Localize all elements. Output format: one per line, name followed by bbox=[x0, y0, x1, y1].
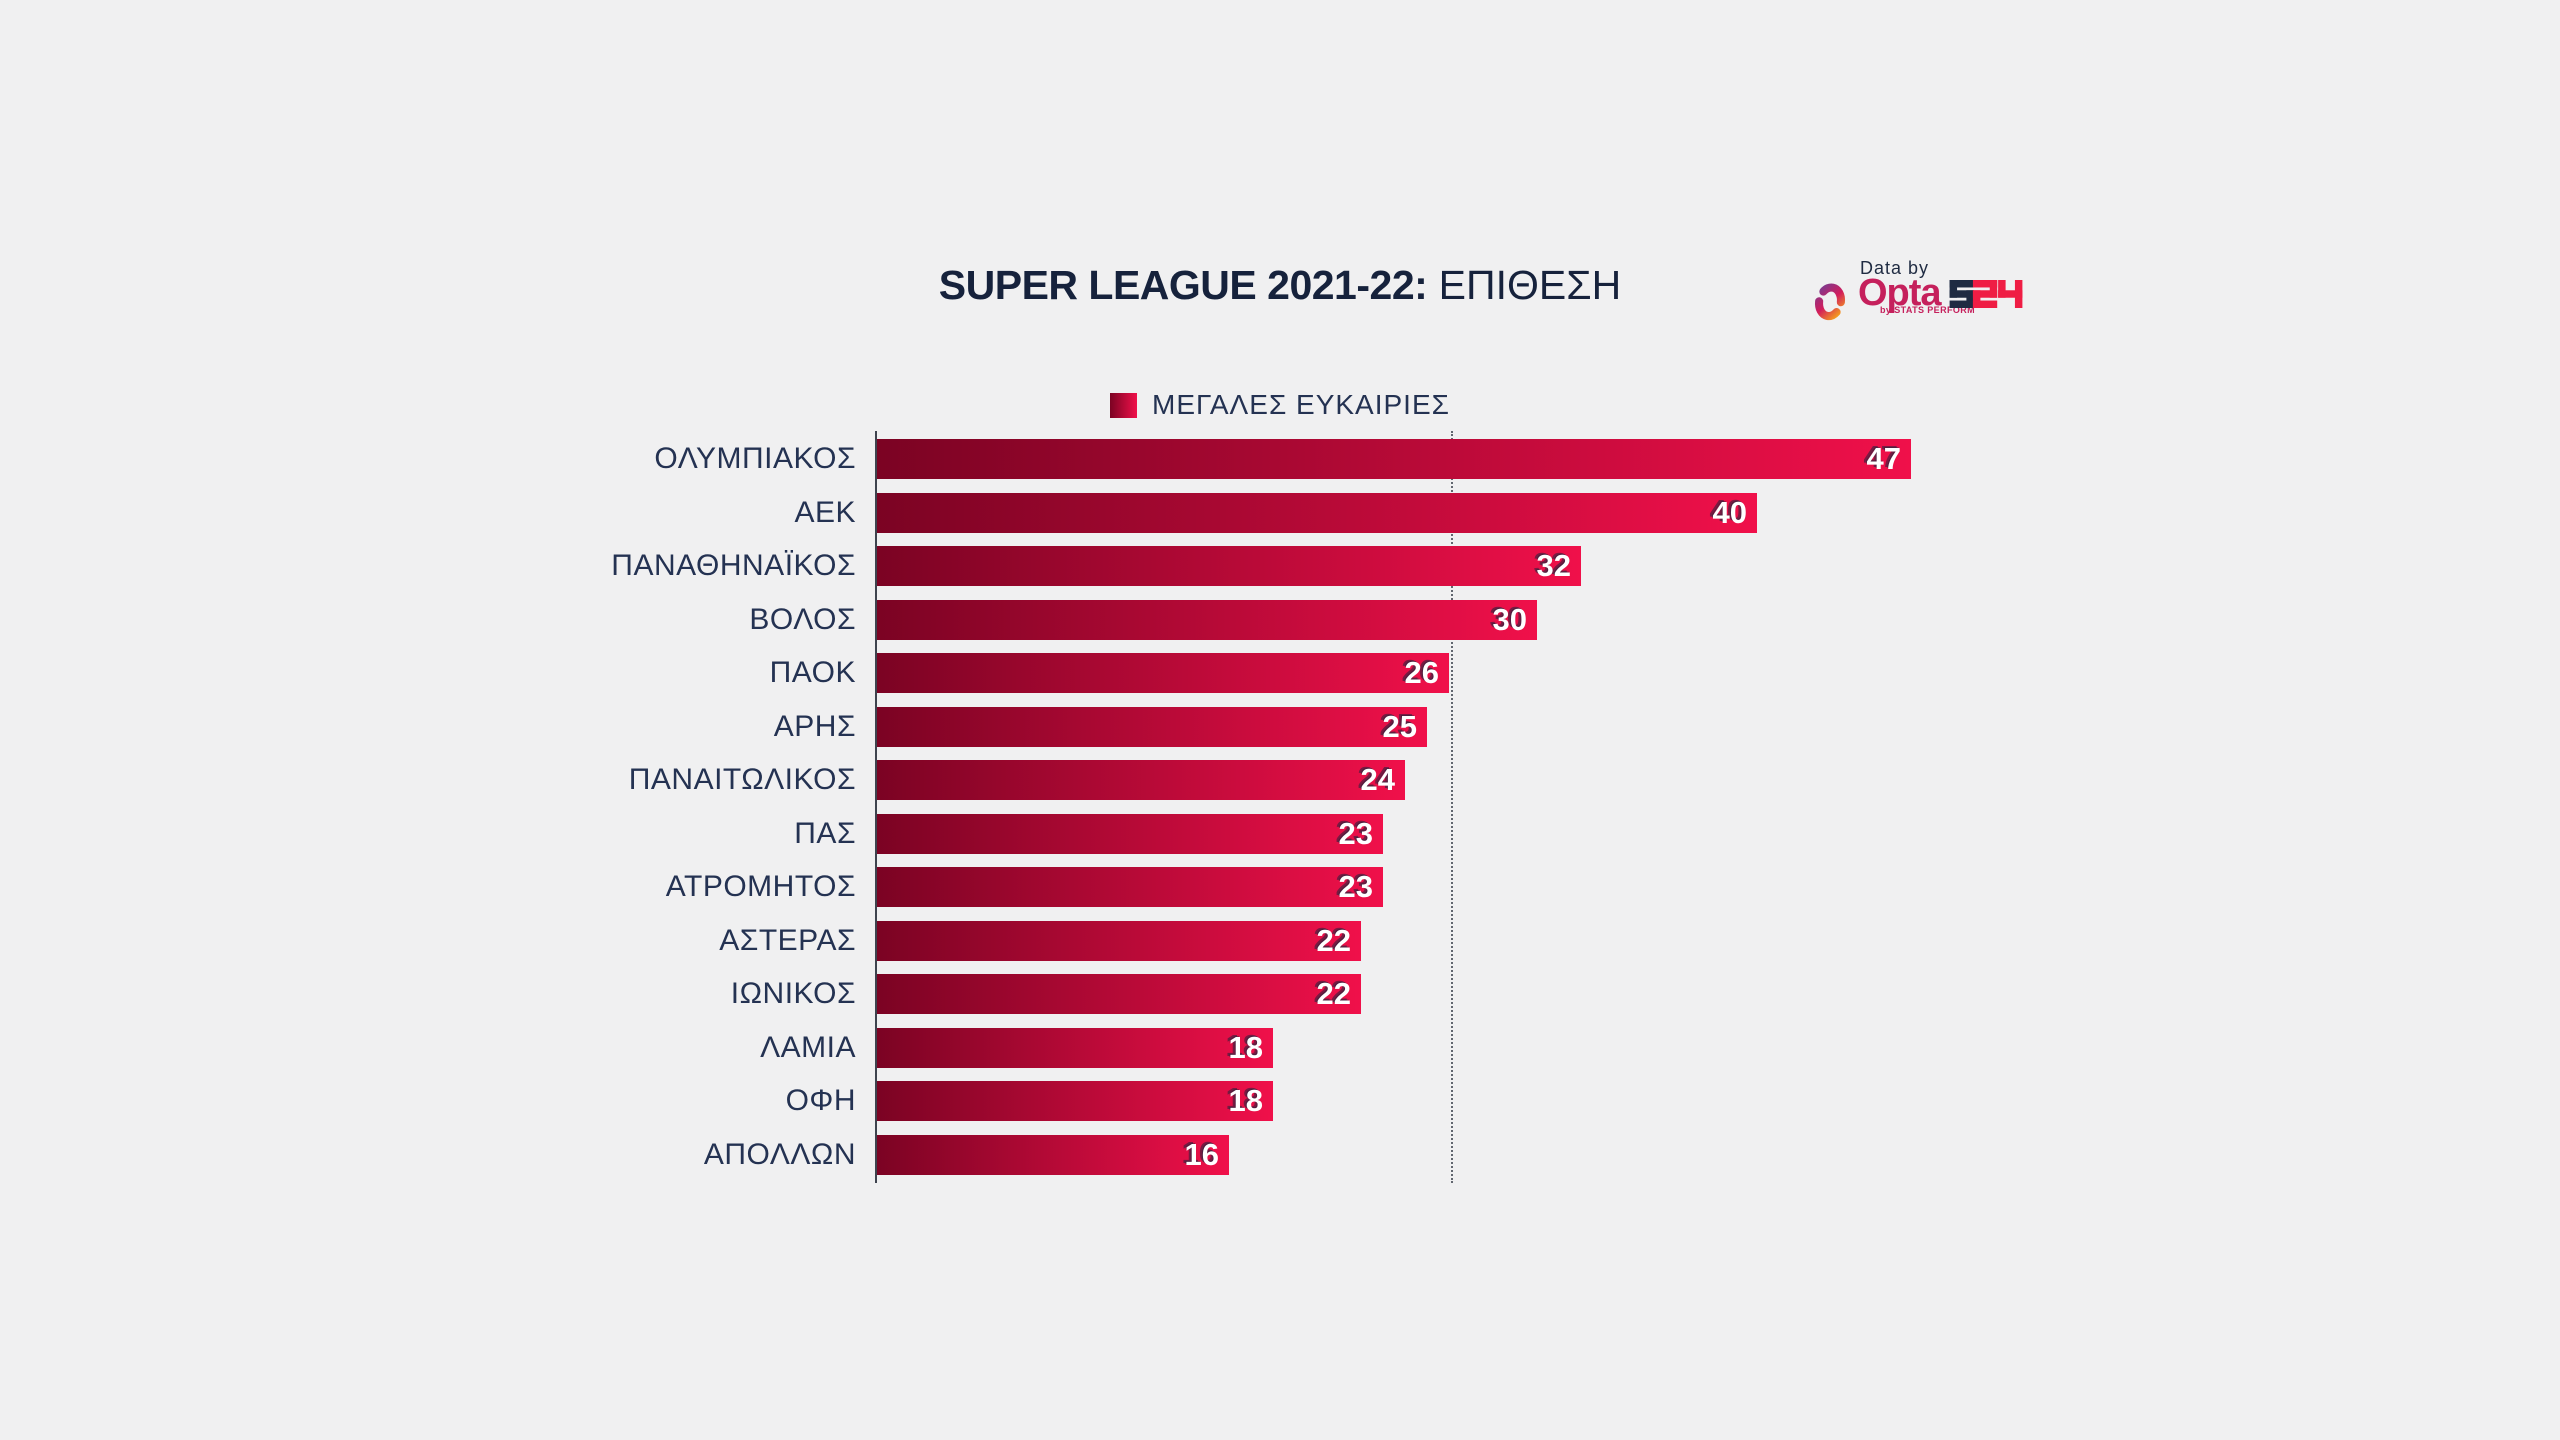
bar: 16 bbox=[877, 1134, 1229, 1175]
bar-value: 30 bbox=[1492, 601, 1527, 637]
bar: 18 bbox=[877, 1027, 1273, 1068]
chart-title-suffix: ΕΠΙΘΕΣΗ bbox=[1427, 262, 1622, 308]
chart-row: ΟΛΥΜΠΙΑΚΟΣ 47 bbox=[0, 439, 1911, 479]
s24-logo bbox=[1949, 280, 2023, 308]
bar: 40 bbox=[877, 492, 1757, 533]
opta-logo-icon bbox=[1814, 283, 1846, 321]
team-label: ΒΟΛΟΣ bbox=[749, 602, 856, 636]
bar-value: 25 bbox=[1382, 708, 1417, 744]
team-label: ΑΕΚ bbox=[794, 495, 856, 529]
chart-row: ΑΡΗΣ 25 bbox=[0, 706, 1911, 747]
bar-value: 22 bbox=[1316, 922, 1351, 958]
chart-row: ΠΑΝΑΙΤΩΛΙΚΟΣ 24 bbox=[0, 760, 1911, 800]
team-label: ΑΡΗΣ bbox=[773, 709, 856, 743]
bar: 24 bbox=[877, 760, 1405, 800]
chart-row: ΑΕΚ 40 bbox=[0, 492, 1911, 533]
legend-label: ΜΕΓΑΛΕΣ ΕΥΚΑΙΡΙΕΣ bbox=[1152, 389, 1450, 420]
bar: 22 bbox=[877, 920, 1361, 961]
bar: 22 bbox=[877, 974, 1361, 1014]
bar-value: 26 bbox=[1404, 655, 1439, 690]
chart-row: ΑΠΟΛΛΩΝ 16 bbox=[0, 1134, 1911, 1175]
chart-row: ΠΑΣ 23 bbox=[0, 813, 1911, 854]
team-label: ΛΑΜΙΑ bbox=[760, 1030, 856, 1064]
chart-rows: ΟΛΥΜΠΙΑΚΟΣ 47 ΑΕΚ 40 ΠΑΝΑΘΗΝΑΪΚΟΣ 32 ΒΟΛΟΣ 30 ΠΑ… bbox=[0, 439, 1911, 1188]
team-label: ΑΠΟΛΛΩΝ bbox=[703, 1137, 856, 1171]
bar-value: 18 bbox=[1228, 1083, 1263, 1118]
bar: 23 bbox=[877, 867, 1383, 907]
chart-row: ΟΦΗ 18 bbox=[0, 1081, 1911, 1121]
team-label: ΠΑΝΑΙΤΩΛΙΚΟΣ bbox=[628, 763, 856, 796]
bar: 25 bbox=[877, 706, 1427, 747]
chart-row: ΠΑΝΑΘΗΝΑΪΚΟΣ 32 bbox=[0, 546, 1911, 586]
bar: 30 bbox=[877, 599, 1537, 640]
y-axis-line bbox=[875, 431, 877, 1183]
team-label: ΟΛΥΜΠΙΑΚΟΣ bbox=[654, 442, 856, 475]
chart-title: SUPER LEAGUE 2021-22: ΕΠΙΘΕΣΗ bbox=[0, 262, 2560, 309]
bar-value: 24 bbox=[1360, 762, 1395, 797]
bar: 18 bbox=[877, 1081, 1273, 1121]
legend: ΜΕΓΑΛΕΣ ΕΥΚΑΙΡΙΕΣ bbox=[0, 389, 2560, 421]
data-by-label: Data by bbox=[1860, 258, 1930, 278]
chart-row: ΠΑΟΚ 26 bbox=[0, 653, 1911, 693]
team-label: ΟΦΗ bbox=[785, 1084, 856, 1117]
bar-value: 47 bbox=[1866, 441, 1901, 476]
chart-row: ΙΩΝΙΚΟΣ 22 bbox=[0, 974, 1911, 1014]
bar-value: 23 bbox=[1338, 815, 1373, 851]
chart-title-main: SUPER LEAGUE 2021-22: bbox=[938, 262, 1428, 308]
bar-value: 23 bbox=[1338, 869, 1373, 904]
chart-row: ΑΣΤΕΡΑΣ 22 bbox=[0, 920, 1911, 961]
team-label: ΙΩΝΙΚΟΣ bbox=[730, 977, 856, 1010]
opta-wordmark: Opta bbox=[1858, 272, 1942, 314]
bar-value: 16 bbox=[1184, 1136, 1219, 1172]
bar-value: 22 bbox=[1316, 976, 1351, 1011]
reference-dotted-line bbox=[1451, 431, 1453, 1183]
chart-row: ΑΤΡΟΜΗΤΟΣ 23 bbox=[0, 867, 1911, 907]
chart-row: ΛΑΜΙΑ 18 bbox=[0, 1027, 1911, 1068]
team-label: ΠΑΟΚ bbox=[769, 656, 856, 689]
bar-value: 18 bbox=[1228, 1029, 1263, 1065]
bar-value: 32 bbox=[1536, 548, 1571, 583]
team-label: ΑΤΡΟΜΗΤΟΣ bbox=[665, 870, 856, 903]
team-label: ΠΑΝΑΘΗΝΑΪΚΟΣ bbox=[611, 549, 856, 582]
brand-block: Data by Opta by STATS PERFORM bbox=[1810, 256, 2040, 336]
team-label: ΠΑΣ bbox=[794, 816, 856, 850]
legend-swatch bbox=[1110, 392, 1138, 418]
chart-row: ΒΟΛΟΣ 30 bbox=[0, 599, 1911, 640]
bar: 47 bbox=[877, 439, 1911, 479]
bar: 32 bbox=[877, 546, 1581, 586]
bar: 26 bbox=[877, 653, 1449, 693]
stats-perform-label: by STATS PERFORM bbox=[1880, 305, 1976, 315]
bar-value: 40 bbox=[1712, 494, 1747, 530]
team-label: ΑΣΤΕΡΑΣ bbox=[719, 923, 856, 957]
bar: 23 bbox=[877, 813, 1383, 854]
